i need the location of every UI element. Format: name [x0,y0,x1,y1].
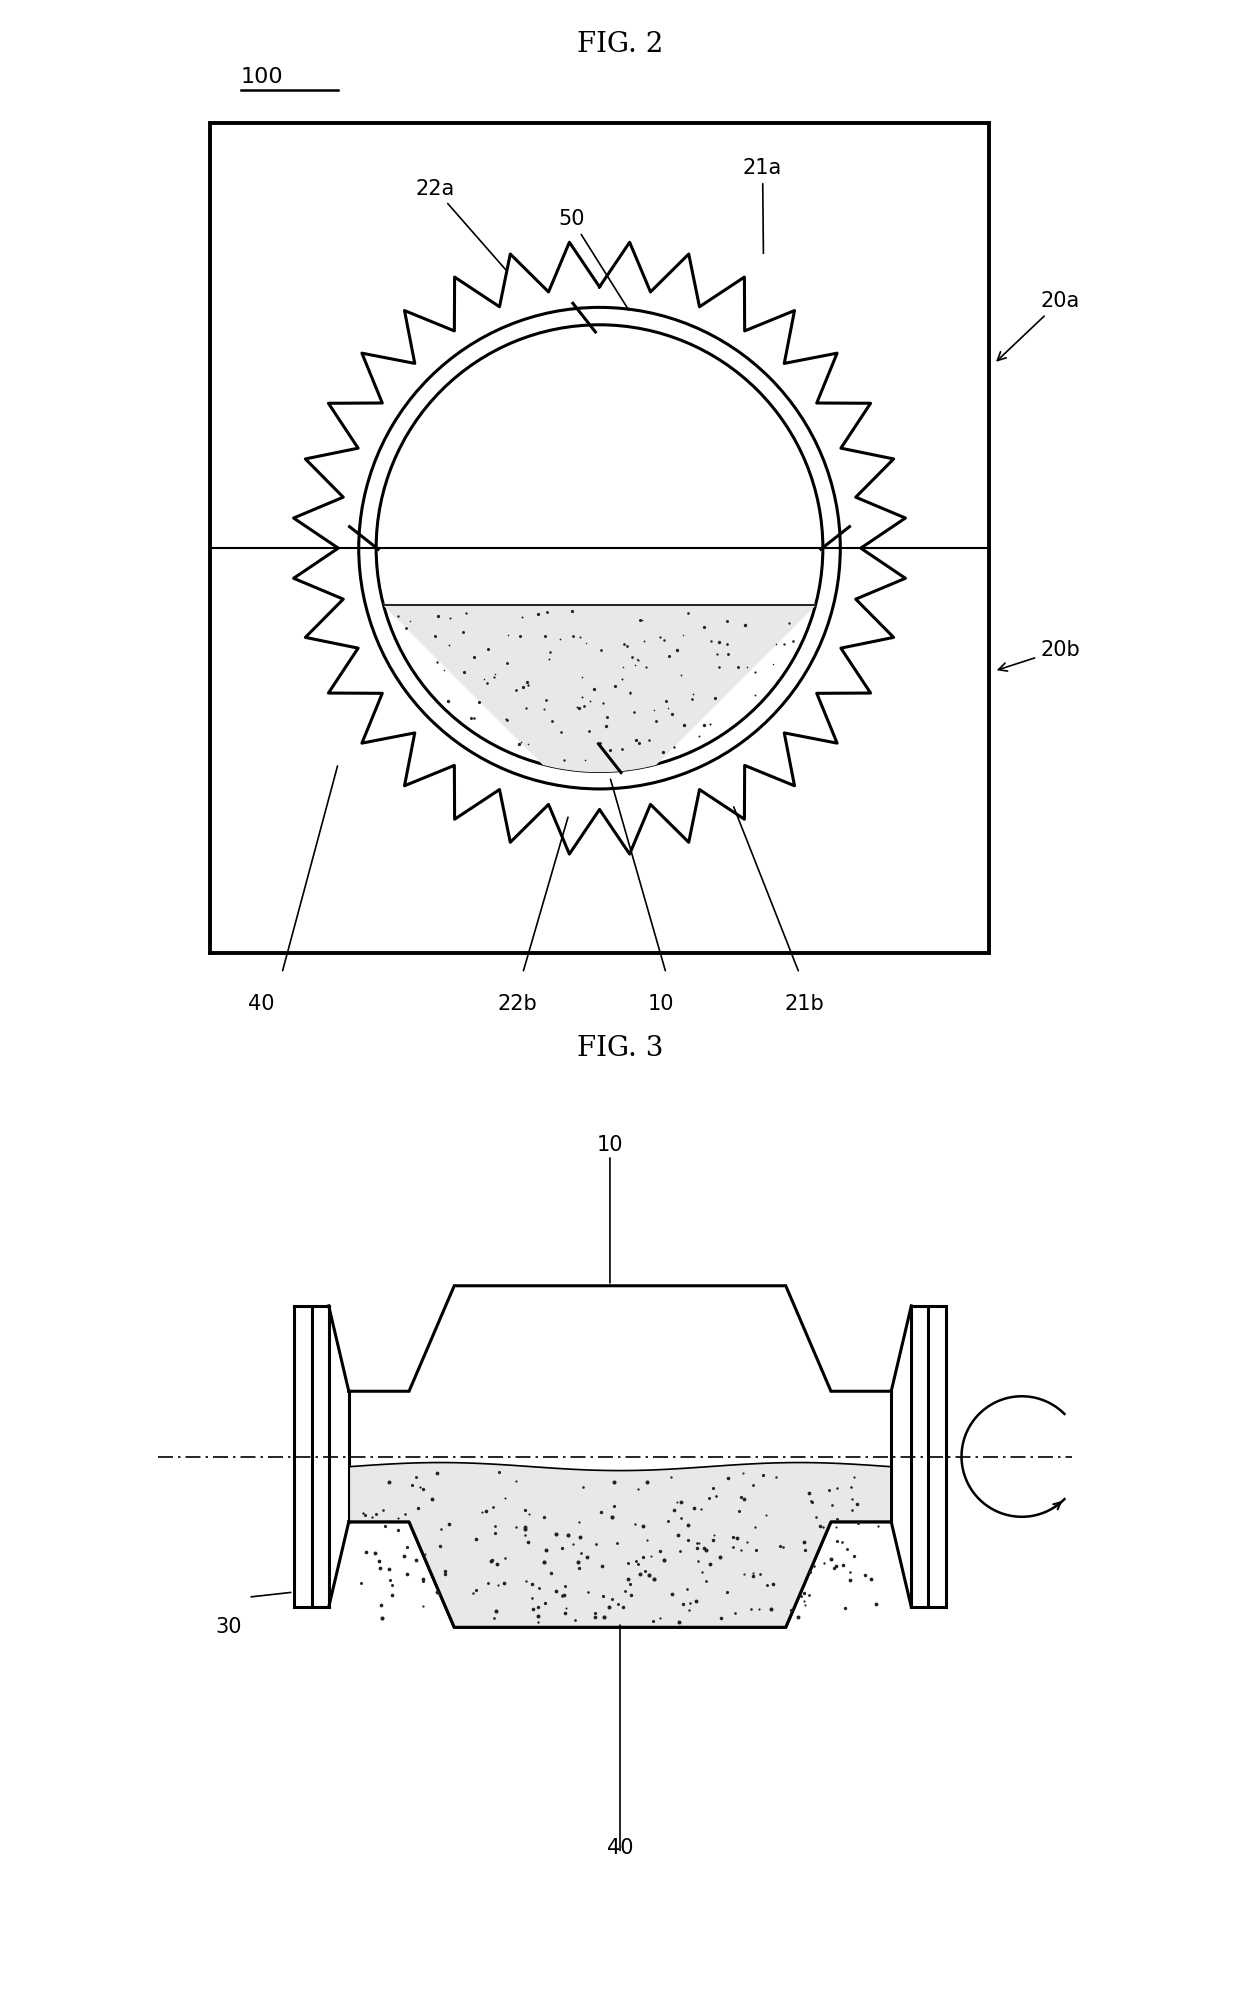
Polygon shape [383,605,816,771]
Text: 10: 10 [647,994,675,1015]
Text: 22b: 22b [497,994,537,1015]
Text: 21a: 21a [743,159,782,253]
Text: 20b: 20b [998,639,1080,671]
Text: 100: 100 [241,66,284,86]
Text: 40: 40 [248,994,274,1015]
Text: 40: 40 [606,1838,634,1858]
Text: 20a: 20a [997,291,1079,360]
Text: 10: 10 [596,1135,624,1155]
Polygon shape [351,1463,889,1627]
Text: 22a: 22a [415,179,506,269]
Text: FIG. 3: FIG. 3 [577,1035,663,1061]
Text: 21b: 21b [785,994,825,1015]
Text: FIG. 2: FIG. 2 [577,30,663,58]
Text: 50: 50 [558,209,629,309]
Text: 30: 30 [215,1617,242,1637]
